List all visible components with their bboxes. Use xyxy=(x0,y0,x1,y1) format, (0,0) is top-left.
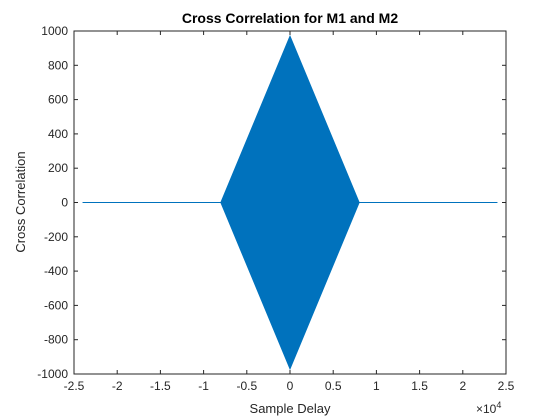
y-tick-label: -400 xyxy=(44,264,68,278)
y-tick-label: -800 xyxy=(44,333,68,347)
y-tick-label: -1000 xyxy=(37,367,68,381)
y-tick-label: 400 xyxy=(48,127,68,141)
x-tick-label: -1 xyxy=(198,379,209,393)
y-tick-label: -600 xyxy=(44,298,68,312)
chart-title: Cross Correlation for M1 and M2 xyxy=(182,10,398,26)
x-tick-label: 2.5 xyxy=(498,379,515,393)
y-tick-label: 1000 xyxy=(41,24,68,38)
x-multiplier-base: ×10 xyxy=(476,402,497,416)
y-ticks: -1000 -800 -600 -400 -200 0 200 400 600 800 1000 xyxy=(37,24,506,381)
series-layer xyxy=(82,34,498,371)
x-tick-label: 1.5 xyxy=(411,379,428,393)
x-axis-label: Sample Delay xyxy=(250,401,331,416)
x-tick-label: -2.5 xyxy=(64,379,85,393)
y-axis-label: Cross Correlation xyxy=(13,151,28,252)
x-tick-label: 2 xyxy=(459,379,466,393)
x-tick-label: 1 xyxy=(373,379,380,393)
y-tick-label: 800 xyxy=(48,58,68,72)
x-ticks: -2.5 -2 -1.5 -1 -0.5 0 0.5 1 1.5 2 2.5 xyxy=(64,31,515,393)
x-tick-label: -0.5 xyxy=(236,379,257,393)
x-multiplier: ×104 xyxy=(476,400,501,416)
x-tick-label: 0 xyxy=(287,379,294,393)
x-multiplier-exponent: 4 xyxy=(496,400,501,410)
x-tick-label: 0.5 xyxy=(325,379,342,393)
y-tick-label: 600 xyxy=(48,93,68,107)
x-tick-label: -2 xyxy=(112,379,123,393)
y-tick-label: 0 xyxy=(61,196,68,210)
y-tick-label: 200 xyxy=(48,161,68,175)
y-tick-label: -200 xyxy=(44,230,68,244)
x-tick-label: -1.5 xyxy=(150,379,171,393)
series-0-envelope xyxy=(82,34,498,371)
